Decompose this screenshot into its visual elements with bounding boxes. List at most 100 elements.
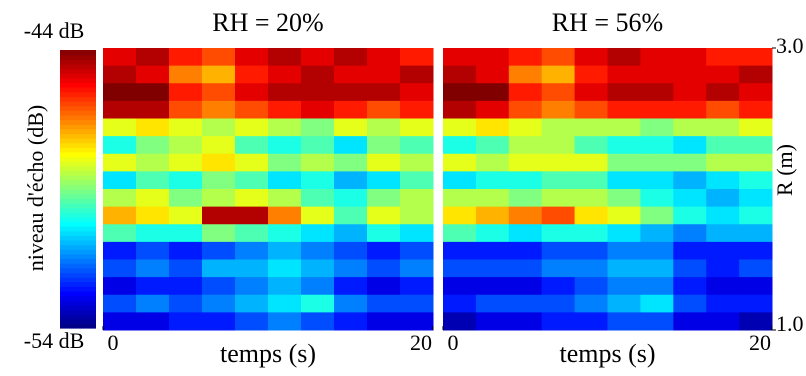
heatmap-cell	[268, 224, 302, 243]
heatmap-cell	[640, 294, 674, 313]
heatmap-cell	[202, 171, 236, 190]
heatmap-cell	[103, 277, 137, 296]
heatmap-cell	[475, 171, 510, 190]
heatmap-cell	[443, 48, 477, 67]
heatmap-cell	[607, 48, 641, 67]
heatmap-cell	[607, 171, 641, 190]
heatmap-cell	[235, 312, 269, 331]
heatmap-cell	[136, 136, 170, 155]
colorbar-segment	[60, 100, 96, 107]
heatmap-cell	[706, 100, 740, 119]
colorbar-tick-label: -44 dB	[24, 18, 85, 43]
heatmap-cell	[673, 189, 707, 208]
heatmap-cell	[706, 118, 740, 137]
heatmap-cell	[607, 277, 641, 296]
heatmap-cell	[103, 259, 137, 278]
heatmap-cell	[739, 224, 773, 243]
heatmap-cell	[169, 136, 203, 155]
heatmap-cell	[541, 224, 576, 243]
heatmap-cell	[202, 241, 236, 260]
heatmap-cell	[706, 224, 740, 243]
heatmap-cell	[400, 118, 434, 137]
heatmap-cell	[475, 189, 510, 208]
colorbar-segment	[60, 263, 96, 269]
heatmap-cell	[367, 118, 401, 137]
heatmap-cell	[443, 65, 477, 84]
colorbar-segment	[60, 258, 96, 264]
heatmap-cell	[301, 48, 335, 67]
colorbar-segment	[60, 216, 96, 223]
heatmap-cell	[574, 312, 608, 331]
heatmap-cell	[334, 118, 368, 137]
heatmap-cell	[103, 241, 137, 260]
heatmap-cell	[301, 312, 335, 331]
heatmap-cell	[508, 65, 543, 84]
heatmap-cell	[706, 153, 740, 172]
colorbar-segment	[60, 54, 96, 60]
heatmap-cell	[706, 171, 740, 190]
heatmap-cell	[739, 83, 773, 102]
heatmap-cell	[443, 153, 477, 172]
heatmap-cell	[673, 48, 707, 67]
heatmap-cell	[136, 277, 170, 296]
colorbar-segment	[60, 68, 96, 74]
x-tick-label: 20	[749, 330, 771, 355]
heatmap-cell	[103, 83, 137, 102]
heatmap-cell	[400, 83, 434, 102]
x-tick-label: 0	[108, 330, 119, 355]
colorbar-segment	[60, 87, 96, 93]
heatmap-cell	[301, 118, 335, 137]
heatmap-cell	[169, 189, 203, 208]
colorbar-segment	[60, 230, 96, 236]
heatmap-cell	[475, 118, 510, 137]
heatmap-cell	[301, 259, 335, 278]
heatmap-cell	[673, 312, 707, 331]
heatmap-cell	[640, 83, 674, 102]
colorbar-segment	[60, 235, 96, 241]
heatmap-cell	[443, 118, 477, 137]
heatmap-cell	[202, 294, 236, 313]
colorbar-label: niveau d'écho (dB)	[23, 105, 48, 271]
heatmap-cell	[640, 171, 674, 190]
heatmap-cell	[169, 118, 203, 137]
heatmap-cell	[508, 259, 543, 278]
heatmap-cell	[739, 171, 773, 190]
heatmap-cell	[103, 171, 137, 190]
colorbar-segment	[60, 226, 96, 232]
heatmap-cell	[136, 65, 170, 84]
heatmap-cell	[367, 224, 401, 243]
heatmap-cell	[443, 241, 477, 260]
colorbar-segment	[60, 207, 96, 213]
heatmap-cell	[334, 65, 368, 84]
colorbar-segment	[60, 63, 96, 70]
heatmap-cell	[235, 153, 269, 172]
heatmap-cell	[443, 294, 477, 313]
heatmap-cell	[301, 277, 335, 296]
heatmap-cell	[235, 171, 269, 190]
x-axis-label: temps (s)	[220, 339, 316, 368]
heatmap-cell	[103, 189, 137, 208]
heatmap-cell	[475, 241, 510, 260]
colorbar-segment	[60, 82, 96, 88]
heatmap-cell	[268, 83, 302, 102]
colorbar-segment	[60, 59, 96, 65]
heatmap-cell	[334, 189, 368, 208]
heatmap-cell	[739, 294, 773, 313]
heatmap-cell	[103, 118, 137, 137]
heatmap-cell	[301, 171, 335, 190]
colorbar-segment	[60, 198, 96, 204]
heatmap-cell	[673, 65, 707, 84]
heatmap-cell	[136, 83, 170, 102]
heatmap-cell	[607, 312, 641, 331]
heatmap-cell	[103, 153, 137, 172]
heatmap-cell	[640, 48, 674, 67]
colorbar-segment	[60, 267, 96, 273]
heatmap-cell	[400, 171, 434, 190]
heatmap-cell	[673, 224, 707, 243]
heatmap-cell	[235, 65, 269, 84]
heatmap-cell	[202, 206, 236, 225]
heatmap-cell	[508, 294, 543, 313]
heatmap-cell	[367, 189, 401, 208]
heatmap-cell	[508, 48, 543, 67]
heatmap-cell	[367, 312, 401, 331]
